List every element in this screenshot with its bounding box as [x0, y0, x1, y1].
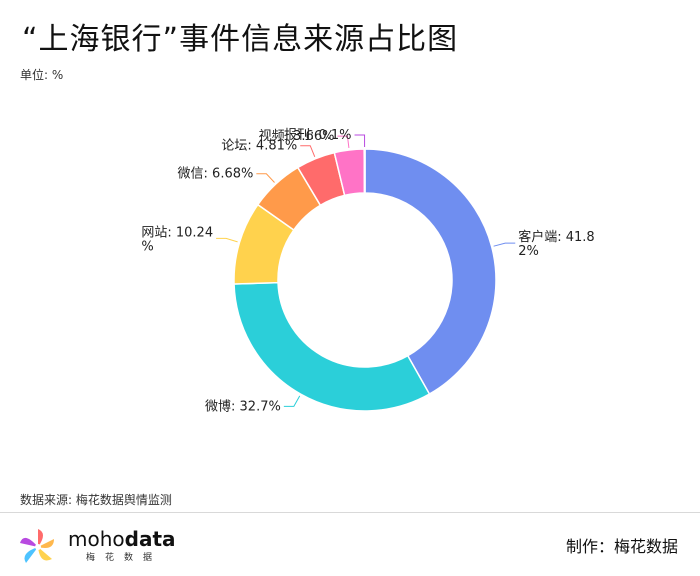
mohodata-logo-icon — [20, 529, 54, 563]
label-报刊: 报刊: 0.1% — [284, 128, 352, 143]
slice-微博 — [233, 281, 431, 412]
brand-name-part1: moho — [68, 527, 125, 551]
label-客户端: 客户端: 41.8 — [518, 229, 594, 245]
leader-客户端 — [493, 242, 516, 247]
footer-divider — [0, 512, 700, 513]
brand-subtitle: 梅花数据 — [86, 553, 163, 563]
leader-微信 — [256, 173, 275, 183]
leader-论坛 — [300, 145, 316, 158]
brand-name-part2: data — [124, 527, 176, 551]
label-网站: 网站: 10.24 — [141, 225, 213, 240]
leader-微博 — [283, 395, 301, 407]
label-微博: 微博: 32.7% — [205, 399, 281, 414]
label-网站-cont: % — [141, 239, 153, 254]
leader-视频 — [337, 135, 350, 149]
slice-客户端 — [364, 148, 497, 396]
label-客户端-cont: 2% — [518, 244, 539, 259]
label-视频: 视频: 3.66% — [259, 129, 335, 144]
slice-labels: 客户端: 41.82% 微博: 32.7% 网站: 10.24% 微信: 6.68% 论… — [141, 128, 594, 414]
chart-title: “上海银行”事件信息来源占比图 — [22, 22, 459, 57]
brand-name: mohodata — [68, 527, 176, 551]
donut-chart: 客户端: 41.82% 微博: 32.7% 网站: 10.24% 微信: 6.68% 论… — [141, 128, 594, 414]
label-leaders — [216, 134, 516, 407]
leader-网站 — [216, 237, 238, 243]
label-论坛: 论坛: 4.81% — [221, 139, 297, 154]
donut-slices — [233, 148, 497, 412]
leader-报刊 — [354, 134, 366, 148]
credit-text: 制作：梅花数据 — [565, 537, 678, 556]
slice-报刊 — [363, 148, 366, 194]
data-source: 数据来源: 梅花数据舆情监测 — [20, 493, 172, 507]
unit-label: 单位: % — [20, 68, 64, 82]
label-微信: 微信: 6.68% — [178, 167, 254, 182]
